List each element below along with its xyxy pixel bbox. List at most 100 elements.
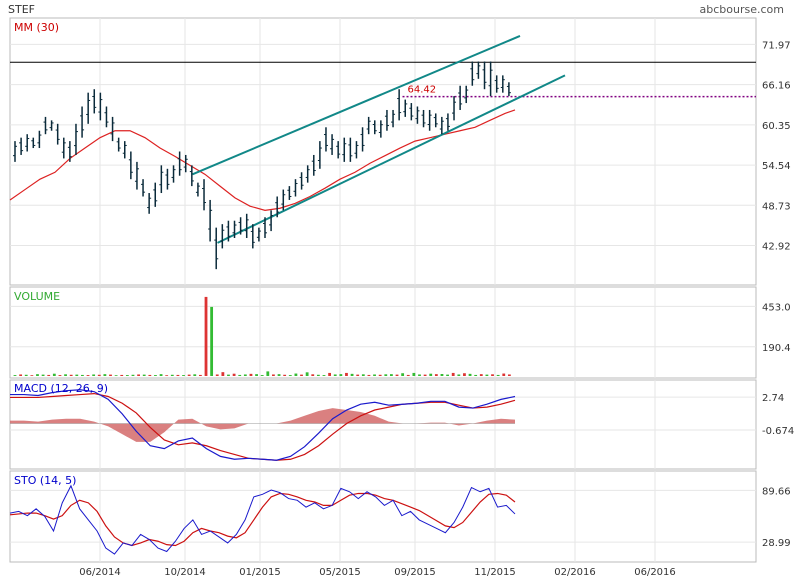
volume-bar — [204, 296, 208, 376]
price-bar — [13, 141, 17, 162]
moving-average-line — [9, 109, 516, 211]
price-bar — [104, 106, 109, 128]
volume-bar — [193, 374, 197, 376]
volume-bar — [170, 374, 174, 376]
price-bar — [250, 224, 255, 249]
price-bar — [141, 179, 146, 197]
price-bar — [348, 137, 353, 162]
stochastic-plot — [9, 484, 516, 555]
price-bar — [165, 168, 170, 190]
volume-bar — [395, 374, 399, 376]
volume-bar — [19, 374, 23, 376]
volume-bar — [305, 372, 309, 376]
x-tick-label: 10/2014 — [164, 567, 206, 578]
y-tick-label: 54.54 — [762, 161, 791, 172]
price-bar — [171, 165, 176, 183]
price-bar — [372, 120, 377, 135]
price-bar — [500, 75, 505, 93]
volume-bar — [485, 374, 489, 376]
price-bar — [494, 75, 499, 93]
price-bar — [506, 82, 511, 97]
volume-bar — [457, 374, 461, 376]
price-bar — [281, 189, 286, 211]
price-bar — [378, 120, 383, 138]
volume-bar — [434, 374, 438, 376]
axis-labels: 06/2014 10/2014 01/2015 05/2015 09/2015 11/20… — [79, 40, 794, 578]
y-tick-label: -0.674 — [762, 426, 794, 437]
volume-bar — [266, 371, 270, 376]
price-bar — [482, 61, 487, 90]
x-tick-label: 05/2015 — [319, 567, 361, 578]
price-bar — [323, 127, 328, 152]
volume-bar — [81, 374, 84, 376]
price-bar — [427, 109, 432, 131]
price-bar — [421, 109, 426, 128]
price-bar — [458, 85, 463, 110]
y-tick-label: 190.4 — [762, 343, 791, 354]
price-bar — [311, 154, 316, 176]
volume-bar — [109, 374, 112, 376]
price-bar — [299, 172, 304, 190]
volume-bar — [176, 374, 180, 376]
price-bar — [445, 113, 450, 131]
macd-histogram — [10, 408, 515, 442]
volume-bar — [198, 374, 202, 376]
volume-bar — [260, 375, 264, 376]
volume-bar — [406, 374, 410, 376]
volume-bar — [345, 372, 348, 376]
volume-panel-title: VOLUME — [14, 290, 60, 303]
volume-bar — [120, 374, 124, 376]
price-bar — [256, 227, 261, 242]
price-bar — [317, 141, 322, 169]
price-bar — [263, 217, 267, 239]
price-bar — [55, 123, 60, 145]
volume-panel — [9, 286, 757, 379]
price-bar — [244, 213, 249, 239]
x-tick-label: 11/2015 — [474, 567, 516, 578]
price-bar — [92, 89, 97, 114]
price-panel — [9, 17, 757, 286]
price-bar — [433, 113, 438, 128]
price-bar — [73, 123, 78, 155]
channel-upper-line — [192, 34, 521, 176]
y-tick-label: 453.0 — [762, 302, 791, 313]
volume-bar — [52, 373, 56, 376]
volume-bar — [468, 373, 472, 376]
volume-bar — [75, 374, 79, 376]
volume-bar — [114, 375, 118, 376]
volume-bar — [479, 374, 483, 376]
price-bar — [336, 141, 341, 159]
price-bar — [488, 61, 493, 97]
macd-line — [10, 389, 516, 461]
volume-bar — [333, 374, 337, 376]
y-tick-label: 42.92 — [762, 241, 791, 252]
volume-bar — [30, 375, 34, 376]
x-tick-label: 09/2015 — [394, 567, 436, 578]
price-bar — [220, 224, 225, 249]
y-tick-label: 89.66 — [762, 486, 791, 497]
volume-plot — [13, 296, 511, 376]
price-bar — [439, 116, 444, 135]
annotation-label: 64.42 — [408, 85, 437, 96]
volume-bar — [13, 375, 17, 376]
price-bar — [287, 186, 292, 200]
stochastic-panel-title: STO (14, 5) — [14, 474, 76, 487]
source-label: abcbourse.com — [700, 3, 784, 16]
volume-bar — [165, 375, 169, 376]
price-bar — [183, 154, 188, 173]
price-bar — [470, 61, 475, 86]
ticker-label: STEF — [8, 3, 35, 16]
volume-bar — [300, 374, 303, 376]
y-tick-label: 66.16 — [762, 81, 791, 92]
volume-bar — [47, 374, 51, 376]
price-bar — [476, 61, 481, 79]
volume-bar — [238, 374, 242, 376]
price-bar — [189, 165, 194, 187]
price-bar — [397, 89, 402, 121]
channel-lower-line — [217, 74, 566, 244]
price-bar — [415, 106, 420, 124]
volume-bar — [103, 374, 107, 376]
volume-bar — [154, 375, 157, 376]
price-bar — [391, 109, 396, 128]
